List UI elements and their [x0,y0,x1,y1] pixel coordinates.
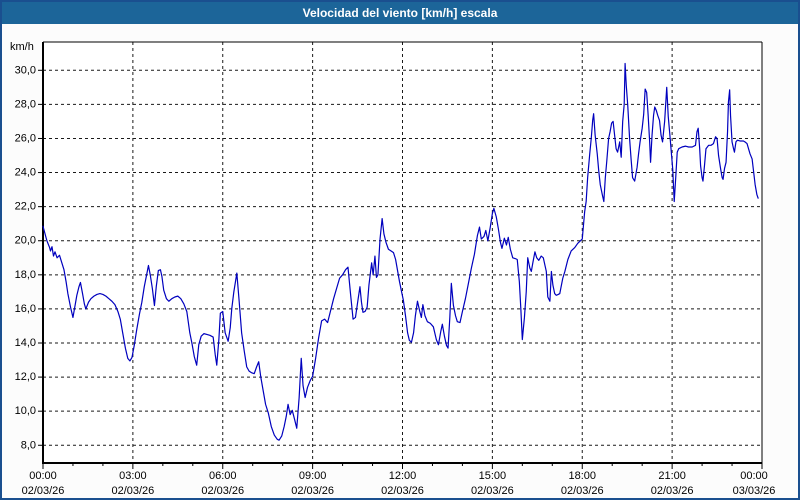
y-axis-label: 14,0 [15,337,36,349]
series-line [42,62,759,441]
y-axis-label: 30,0 [15,64,36,76]
x-axis-time-label: 21:00 [658,470,686,482]
y-axis-label: 18,0 [15,269,36,281]
x-axis-time-label: 00:00 [29,470,57,482]
x-axis-date-label: 02/03/26 [471,485,514,497]
title-bar: Velocidad del viento [km/h] escala [2,2,798,24]
x-axis-time-label: 12:00 [389,470,417,482]
y-axis-label: 16,0 [15,303,36,315]
y-axis-label: 28,0 [15,98,36,110]
y-axis-label: 12,0 [15,371,36,383]
x-axis-date-label: 02/03/26 [22,485,65,497]
y-axis-label: 10,0 [15,405,36,417]
x-axis-date-label: 02/03/26 [561,485,604,497]
x-axis-time-label: 06:00 [209,470,237,482]
y-axis-label: 20,0 [15,235,36,247]
x-axis-date-label: 02/03/26 [201,485,244,497]
x-axis-time-label: 09:00 [299,470,327,482]
x-axis-time-label: 03:00 [119,470,147,482]
y-axis-label: 26,0 [15,132,36,144]
y-axis-label: 22,0 [15,201,36,213]
y-axis-label: 24,0 [15,167,36,179]
x-axis-time-label: 18:00 [568,470,596,482]
x-axis-date-label: 03/03/26 [733,485,776,497]
x-axis-date-label: 02/03/26 [291,485,334,497]
x-axis-date-label: 02/03/26 [381,485,424,497]
page-title: Velocidad del viento [km/h] escala [302,6,498,20]
x-axis-time-label: 15:00 [479,470,507,482]
y-axis-label: 8,0 [21,439,36,451]
x-axis-date-label: 02/03/26 [651,485,694,497]
x-axis-date-label: 02/03/26 [111,485,154,497]
y-axis-unit-label: km/h [10,41,34,53]
x-axis-time-label: 00:00 [740,470,768,482]
